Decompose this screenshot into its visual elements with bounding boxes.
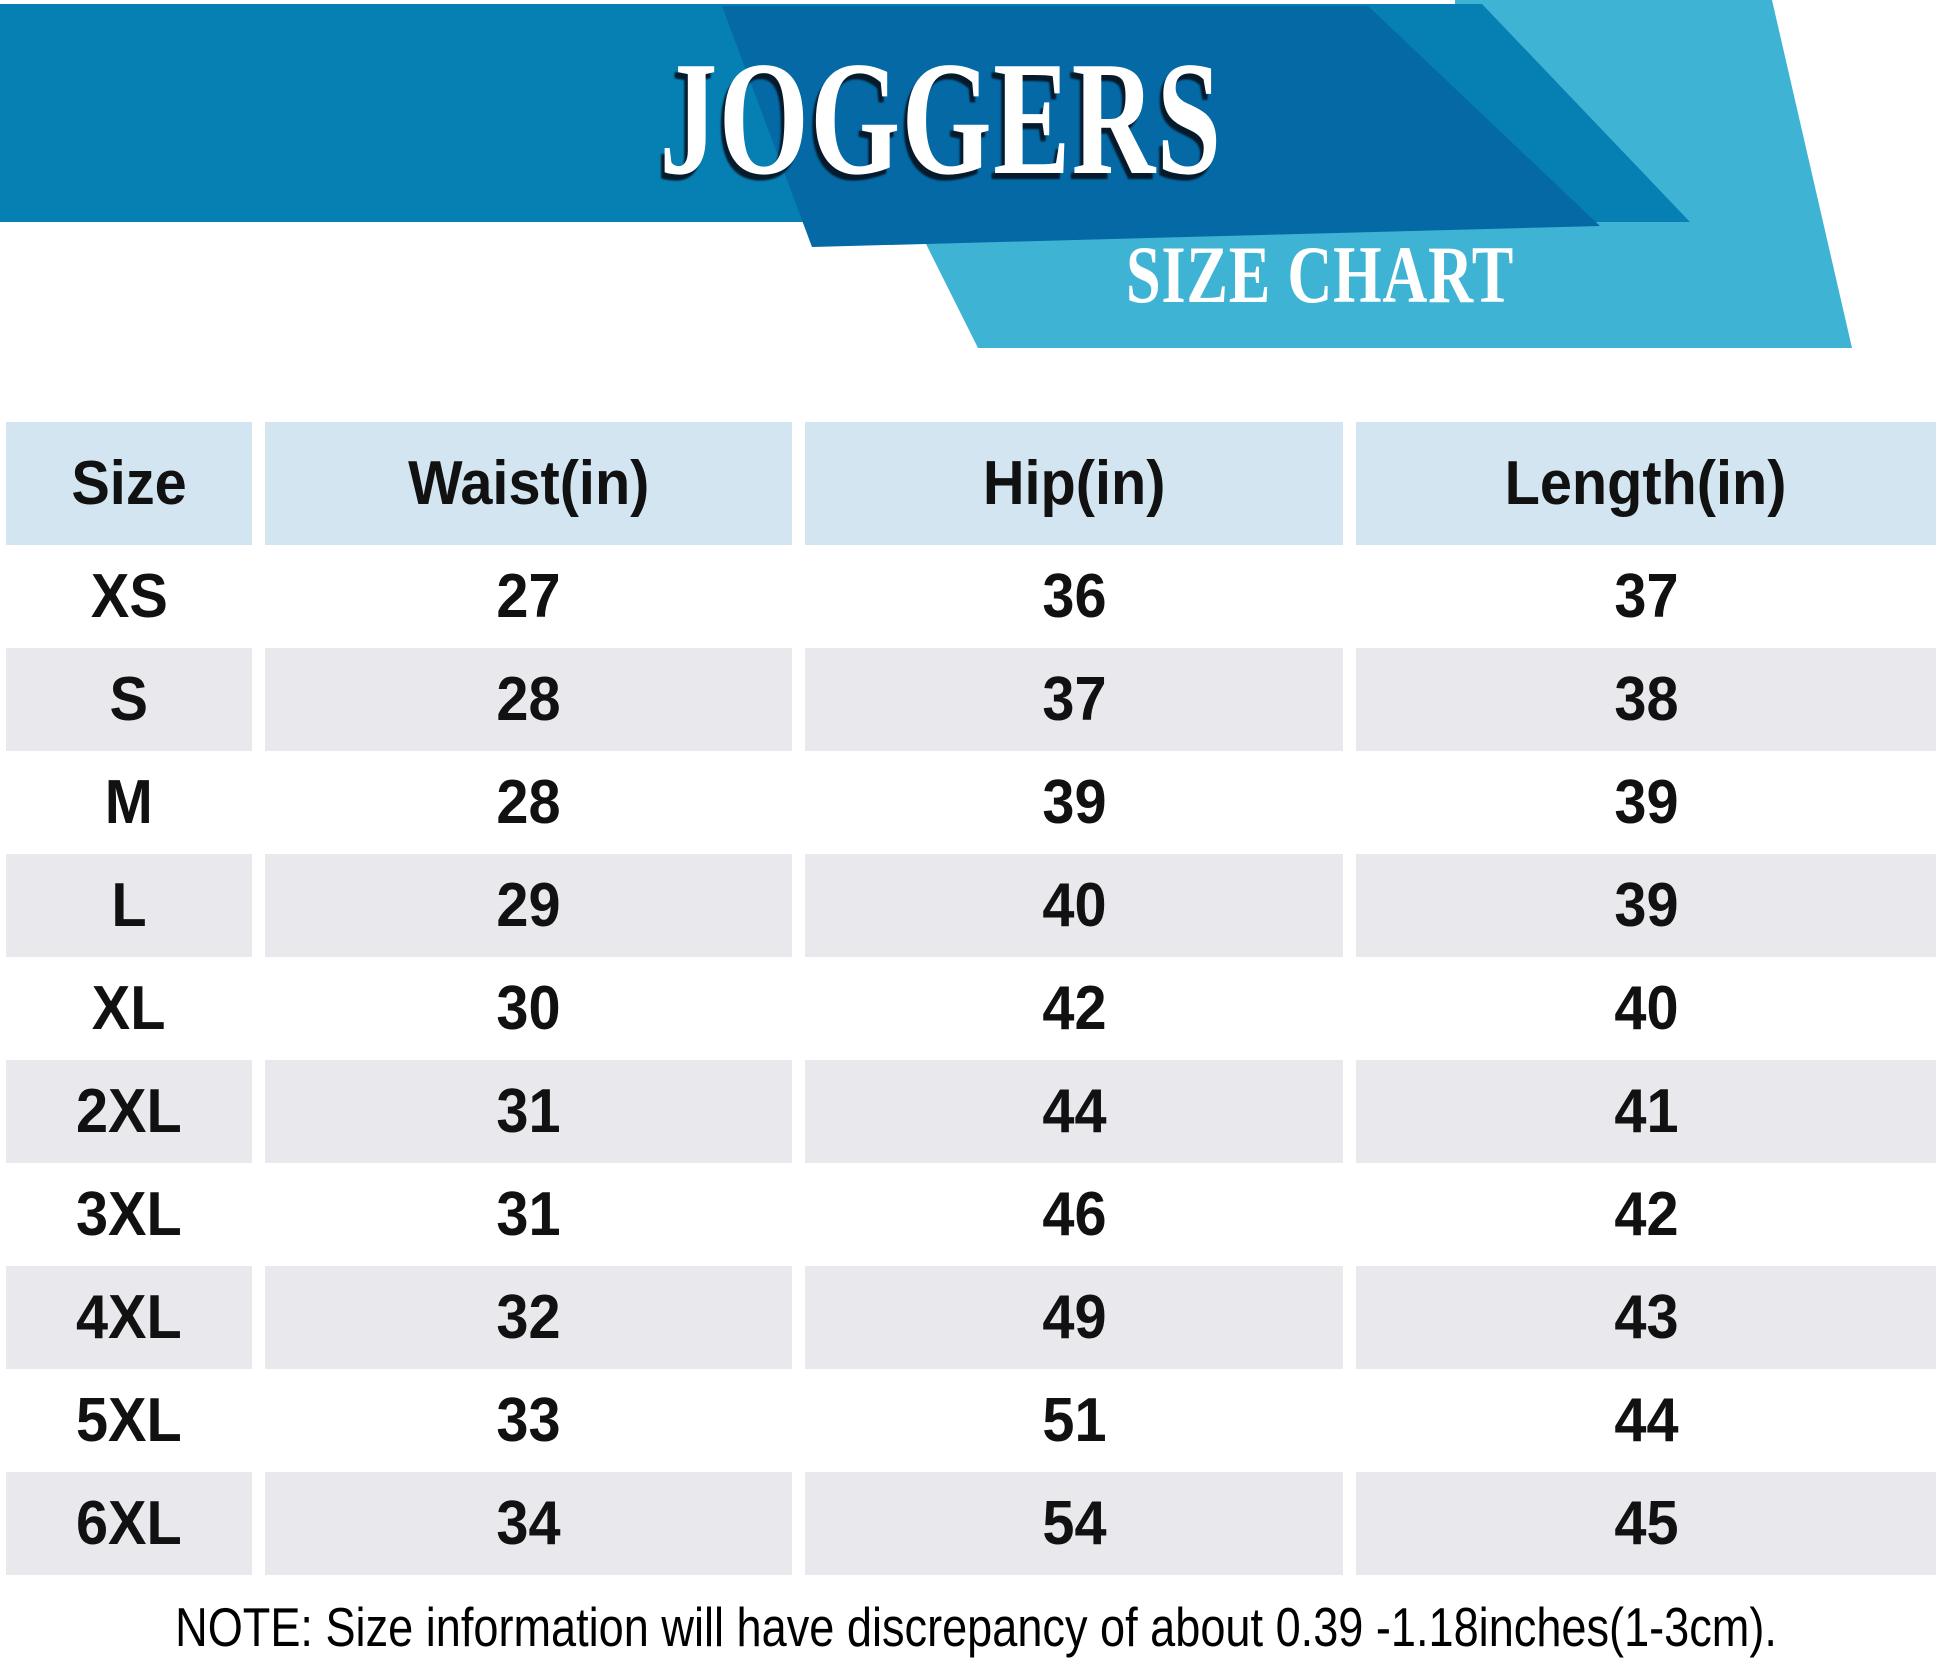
table-cell-r4-c1-label: 30 [496, 974, 561, 1043]
page-subtitle: SIZE CHART [1125, 229, 1515, 320]
table-cell-r7-c1: 32 [265, 1266, 792, 1369]
table-cell-r0-c0-label: XS [90, 562, 168, 631]
table-cell-r3-c1: 29 [265, 854, 792, 957]
table-cell-r2-c2: 39 [805, 751, 1343, 854]
header-cell-2-label: Hip(in) [982, 449, 1166, 518]
table-cell-r7-c0: 4XL [6, 1266, 252, 1369]
page-title: JOGGERS [659, 29, 1223, 209]
table-cell-r1-c0: S [6, 648, 252, 751]
table-cell-r8-c0-label: 5XL [76, 1386, 182, 1455]
header-cell-1-label: Waist(in) [407, 449, 650, 518]
table-cell-r7-c3: 43 [1356, 1266, 1936, 1369]
table-cell-r4-c0: XL [6, 957, 252, 1060]
table-cell-r2-c1-label: 28 [496, 768, 561, 837]
table-cell-r1-c3: 38 [1356, 648, 1936, 751]
table-cell-r9-c3: 45 [1356, 1472, 1936, 1575]
table-cell-r6-c1: 31 [265, 1163, 792, 1266]
size-table: Size Waist(in) Hip(in) Length(in) XS 27 36 37 S 2… [6, 422, 1940, 1575]
table-cell-r5-c2: 44 [805, 1060, 1343, 1163]
table-cell-r8-c3-label: 44 [1613, 1386, 1679, 1455]
table-cell-r5-c3-label: 41 [1613, 1077, 1679, 1146]
table-cell-r7-c0-label: 4XL [76, 1283, 182, 1352]
table-cell-r1-c0-label: S [109, 665, 149, 734]
table-cell-r5-c0-label: 2XL [76, 1077, 182, 1146]
table-cell-r2-c0: M [6, 751, 252, 854]
header-cell-3-label: Length(in) [1505, 449, 1787, 518]
table-cell-r3-c2: 40 [805, 854, 1343, 957]
table-cell-r4-c3: 40 [1356, 957, 1936, 1060]
table-cell-r1-c2: 37 [805, 648, 1343, 751]
banner: JOGGERS SIZE CHART [0, 0, 1946, 350]
header-cell-3: Length(in) [1356, 422, 1936, 545]
table-cell-r6-c2: 46 [805, 1163, 1343, 1266]
table-cell-r8-c2: 51 [805, 1369, 1343, 1472]
table-cell-r1-c1: 28 [265, 648, 792, 751]
table-cell-r0-c2: 36 [805, 545, 1343, 648]
table-cell-r6-c0-label: 3XL [76, 1180, 182, 1249]
table-cell-r6-c2-label: 46 [1041, 1180, 1107, 1249]
table-cell-r3-c3: 39 [1356, 854, 1936, 957]
table-cell-r8-c2-label: 51 [1041, 1386, 1107, 1455]
header-cell-2: Hip(in) [805, 422, 1343, 545]
table-cell-r7-c2-label: 49 [1041, 1283, 1107, 1352]
table-cell-r1-c1-label: 28 [496, 665, 561, 734]
table-cell-r8-c0: 5XL [6, 1369, 252, 1472]
table-cell-r0-c2-label: 36 [1041, 562, 1107, 631]
table-cell-r6-c3-label: 42 [1613, 1180, 1679, 1249]
table-cell-r0-c3: 37 [1356, 545, 1936, 648]
table-cell-r7-c3-label: 43 [1613, 1283, 1679, 1352]
header-cell-1: Waist(in) [265, 422, 792, 545]
table-cell-r4-c0-label: XL [92, 974, 166, 1043]
table-cell-r5-c3: 41 [1356, 1060, 1936, 1163]
table-cell-r2-c1: 28 [265, 751, 792, 854]
table-cell-r7-c1-label: 32 [496, 1283, 561, 1352]
table-cell-r1-c3-label: 38 [1613, 665, 1679, 734]
table-cell-r9-c0-label: 6XL [76, 1489, 182, 1558]
table-cell-r8-c3: 44 [1356, 1369, 1936, 1472]
header-cell-0-label: Size [71, 449, 187, 518]
table-cell-r4-c3-label: 40 [1613, 974, 1679, 1043]
table-cell-r6-c1-label: 31 [496, 1180, 561, 1249]
table-cell-r2-c2-label: 39 [1041, 768, 1107, 837]
table-cell-r5-c2-label: 44 [1041, 1077, 1107, 1146]
table-cell-r2-c0-label: M [104, 768, 154, 837]
table-cell-r9-c0: 6XL [6, 1472, 252, 1575]
table-cell-r3-c0-label: L [111, 871, 147, 940]
table-cell-r5-c0: 2XL [6, 1060, 252, 1163]
note-text: NOTE: Size information will have discrep… [175, 1596, 1777, 1658]
table-cell-r5-c1: 31 [265, 1060, 792, 1163]
table-cell-r2-c3: 39 [1356, 751, 1936, 854]
table-cell-r8-c1: 33 [265, 1369, 792, 1472]
table-cell-r9-c1: 34 [265, 1472, 792, 1575]
table-cell-r4-c2: 42 [805, 957, 1343, 1060]
table-cell-r3-c2-label: 40 [1041, 871, 1107, 940]
table-cell-r3-c0: L [6, 854, 252, 957]
table-cell-r1-c2-label: 37 [1041, 665, 1107, 734]
table-cell-r2-c3-label: 39 [1613, 768, 1679, 837]
table-cell-r6-c3: 42 [1356, 1163, 1936, 1266]
table-cell-r3-c3-label: 39 [1613, 871, 1679, 940]
table-cell-r8-c1-label: 33 [496, 1386, 561, 1455]
table-cell-r7-c2: 49 [805, 1266, 1343, 1369]
table-cell-r6-c0: 3XL [6, 1163, 252, 1266]
table-cell-r5-c1-label: 31 [496, 1077, 561, 1146]
table-cell-r0-c1: 27 [265, 545, 792, 648]
table-cell-r9-c2: 54 [805, 1472, 1343, 1575]
table-cell-r9-c1-label: 34 [496, 1489, 561, 1558]
table-cell-r4-c2-label: 42 [1041, 974, 1107, 1043]
header-cell-0: Size [6, 422, 252, 545]
table-cell-r4-c1: 30 [265, 957, 792, 1060]
table-cell-r9-c2-label: 54 [1041, 1489, 1107, 1558]
table-cell-r3-c1-label: 29 [496, 871, 561, 940]
table-cell-r0-c0: XS [6, 545, 252, 648]
table-cell-r0-c1-label: 27 [496, 562, 561, 631]
table-cell-r9-c3-label: 45 [1613, 1489, 1679, 1558]
table-cell-r0-c3-label: 37 [1613, 562, 1679, 631]
